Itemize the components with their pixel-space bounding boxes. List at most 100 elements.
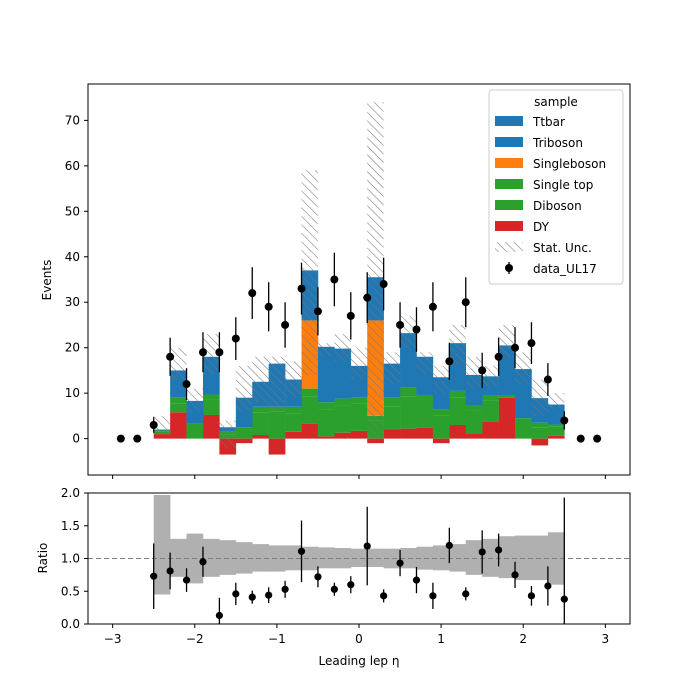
bar-diboson-17 <box>432 415 450 439</box>
data-point-13 <box>330 275 339 284</box>
bar-diboson-11 <box>334 405 352 433</box>
legend-label-data: data_UL17 <box>533 262 597 276</box>
legend-swatch-2 <box>495 158 523 168</box>
stat-unc-6 <box>252 356 269 403</box>
ratio-panel: 0.0 0.5 1.0 1.5 2.0 −3 −2 −1 0 1 2 3 Ratio Leading… <box>36 486 631 668</box>
bar-diboson-8 <box>285 413 302 432</box>
bar-single-top-22 <box>515 418 532 425</box>
bar-dy-16 <box>416 427 434 439</box>
data-point-8 <box>248 289 257 298</box>
stat-unc-5 <box>235 365 253 412</box>
bar-single-top-6 <box>252 406 269 413</box>
stat-unc-19 <box>465 356 483 389</box>
bar-diboson-22 <box>515 424 532 439</box>
bar-diboson-18 <box>449 397 467 425</box>
main-y-tick-label-3: 30 <box>65 295 80 309</box>
bar-dy-12 <box>350 430 368 439</box>
stat-unc-16 <box>416 352 433 375</box>
data-point-28 <box>576 434 585 443</box>
bar-diboson-15 <box>400 396 417 429</box>
stat-unc-1 <box>170 347 187 380</box>
ratio-band-11 <box>334 548 352 569</box>
bar-single-top-20 <box>482 395 499 401</box>
ratio-x-ticks: −3 −2 −1 0 1 2 3 <box>104 624 609 646</box>
bar-dy-6 <box>252 434 269 439</box>
bar-dy-17 <box>432 438 450 444</box>
ratio-x-tick-label-0: −3 <box>104 632 122 646</box>
bar-single-top-21 <box>498 395 516 398</box>
ratio-band-5 <box>235 542 253 574</box>
bar-single-top-9 <box>301 388 319 397</box>
ratio-band-23 <box>531 535 549 581</box>
ratio-point-0 <box>150 572 158 580</box>
bar-diboson-2 <box>186 424 204 439</box>
data-point-9 <box>264 302 273 311</box>
ratio-band <box>153 494 565 595</box>
ratio-point-12 <box>347 581 355 589</box>
bar-dy-20 <box>482 421 499 439</box>
ratio-band-14 <box>383 548 401 569</box>
ratio-band-3 <box>202 538 220 577</box>
legend-label-5: DY <box>533 220 550 234</box>
legend-swatch-5 <box>495 221 523 231</box>
bar-diboson-10 <box>317 409 335 437</box>
legend-swatch-stat-unc <box>495 242 523 252</box>
data-point-17 <box>396 320 405 329</box>
bar-single-top-5 <box>235 427 253 430</box>
bar-diboson-14 <box>383 406 401 430</box>
stat-unc-15 <box>400 315 417 348</box>
bar-ttbar-21 <box>498 345 516 396</box>
bar-diboson-20 <box>482 400 499 422</box>
bar-single-top-14 <box>383 397 401 407</box>
bar-dy-10 <box>317 436 335 439</box>
bar-dy-11 <box>334 432 352 439</box>
ratio-x-axis-label: Leading lep η <box>319 654 400 668</box>
main-y-axis-label: Events <box>40 260 54 301</box>
stat-unc-13 <box>367 102 384 439</box>
ratio-point-24 <box>544 582 552 590</box>
bar-diboson-16 <box>416 399 434 428</box>
ratio-band-9 <box>301 546 319 571</box>
legend-entries: Ttbar Triboson Singleboson Single top Diboso… <box>495 115 606 276</box>
bar-single-top-15 <box>400 387 417 397</box>
stat-unc-14 <box>383 352 401 385</box>
ratio-point-22 <box>511 571 519 579</box>
data-point-16 <box>379 280 388 289</box>
stat-unc-9 <box>301 170 318 375</box>
data-point-0 <box>116 434 125 443</box>
ratio-point-13 <box>363 542 371 550</box>
legend-label-0: Ttbar <box>532 115 565 129</box>
legend-label-4: Diboson <box>533 199 582 213</box>
bar-single-top-16 <box>416 395 434 400</box>
ratio-x-tick-label-5: 2 <box>519 632 527 646</box>
data-point-21 <box>461 298 470 307</box>
bar-diboson-19 <box>465 410 483 434</box>
bar-dy-5 <box>235 438 253 444</box>
data-point-29 <box>593 434 602 443</box>
ratio-point-11 <box>330 585 338 593</box>
bar-single-top-12 <box>350 397 368 404</box>
ratio-band-17 <box>432 545 450 571</box>
ratio-band-19 <box>465 540 483 575</box>
ratio-x-tick-label-4: 1 <box>437 632 445 646</box>
ratio-y-tick-label-2: 1.0 <box>61 552 80 566</box>
bar-single-top-17 <box>432 409 450 416</box>
legend-swatch-4 <box>495 200 523 210</box>
ratio-band-18 <box>449 544 467 572</box>
ratio-y-tick-label-4: 2.0 <box>61 486 80 500</box>
ratio-band-20 <box>482 538 499 577</box>
bar-dy-9 <box>301 423 319 439</box>
bar-diboson-7 <box>268 411 286 439</box>
legend-swatch-3 <box>495 179 523 189</box>
bar-diboson-24 <box>547 426 565 436</box>
legend-label-1: Triboson <box>532 136 583 150</box>
ratio-point-8 <box>281 585 289 593</box>
ratio-point-2 <box>182 576 191 584</box>
ratio-y-axis-label: Ratio <box>36 543 50 574</box>
bar-ttbar-10 <box>317 346 335 403</box>
ratio-point-14 <box>380 592 388 600</box>
ratio-x-tick-label-3: 0 <box>355 632 363 646</box>
bar-diboson-1 <box>170 403 187 413</box>
bar-dy-19 <box>465 433 483 439</box>
